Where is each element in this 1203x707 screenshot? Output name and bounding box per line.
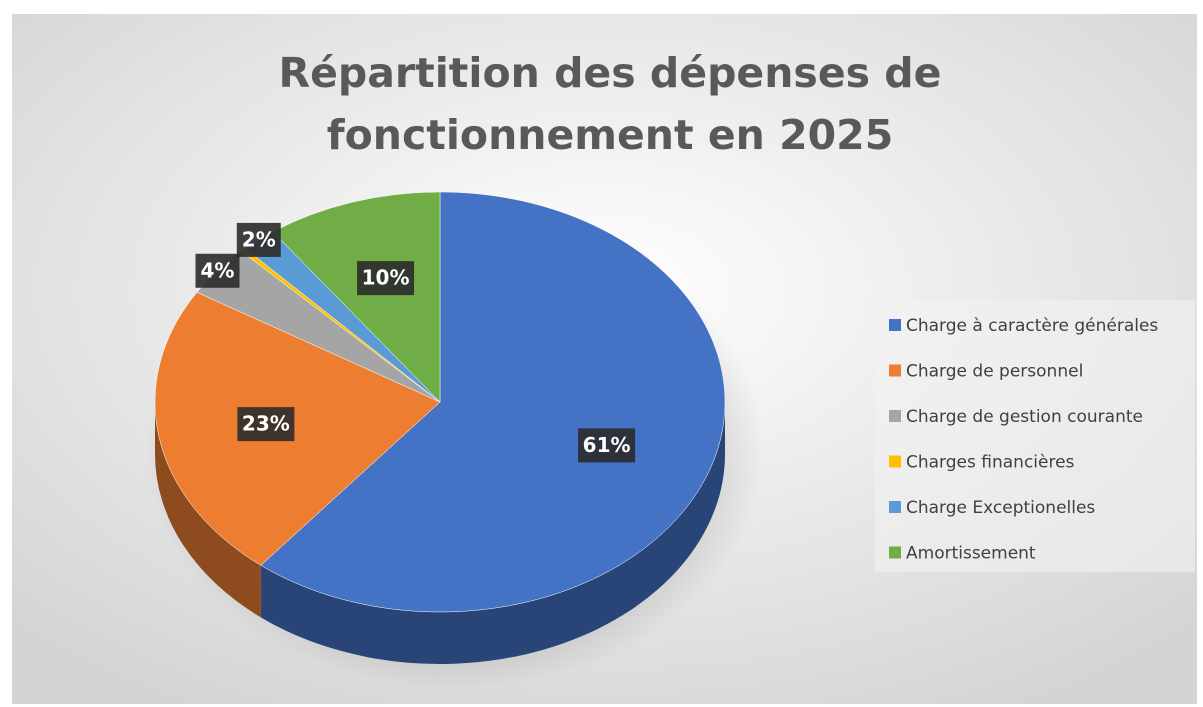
data-label: 2% xyxy=(242,227,276,251)
data-label-box xyxy=(357,261,415,296)
legend-swatch xyxy=(889,546,901,559)
legend-swatch xyxy=(889,501,901,513)
pie-side xyxy=(155,402,261,618)
data-label: 4% xyxy=(201,258,235,282)
pie-slice xyxy=(154,291,441,566)
data-label: 61% xyxy=(583,433,631,457)
data-label-box xyxy=(236,222,281,257)
legend-label: Charges financières xyxy=(906,453,1075,473)
legend-label: Charge de gestion courante xyxy=(906,407,1143,427)
pie-slice xyxy=(272,191,441,403)
pie: 61% 23% 4% 2% 10% xyxy=(154,191,726,664)
data-label: 23% xyxy=(242,412,290,436)
chart-title: Répartition des dépenses de fonctionneme… xyxy=(278,49,942,159)
legend-box xyxy=(875,300,1195,572)
data-label-box xyxy=(578,428,636,463)
legend-swatch xyxy=(889,455,901,468)
legend-swatch xyxy=(889,319,901,331)
data-label: 10% xyxy=(362,266,410,290)
legend: Charge à caractère générales Charge de pe… xyxy=(889,316,1158,564)
legend-swatch xyxy=(889,364,901,377)
legend-label: Charge à caractère générales xyxy=(906,316,1158,336)
pie-side xyxy=(260,402,725,664)
legend-label: Charge de personnel xyxy=(906,362,1083,382)
data-label-box xyxy=(195,253,240,288)
legend-label: Amortissement xyxy=(906,544,1036,564)
pie-slice xyxy=(260,191,726,613)
legend-swatch xyxy=(889,410,901,422)
legend-label: Charge Exceptionelles xyxy=(906,498,1095,518)
data-label-box xyxy=(237,407,295,442)
